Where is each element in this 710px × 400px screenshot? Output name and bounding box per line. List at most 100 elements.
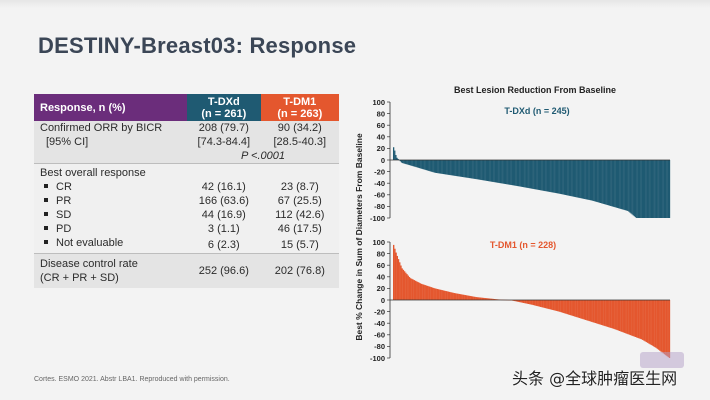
bar xyxy=(597,300,599,324)
bar xyxy=(554,160,556,193)
bar xyxy=(591,300,593,322)
bar xyxy=(529,160,532,189)
bar xyxy=(658,160,660,218)
bar xyxy=(571,300,573,316)
bar xyxy=(539,160,542,191)
bar xyxy=(570,300,572,316)
bar xyxy=(437,289,440,300)
bar xyxy=(435,288,437,300)
bar xyxy=(553,300,555,311)
bar xyxy=(481,297,484,300)
bar xyxy=(573,160,576,197)
bar xyxy=(634,300,637,338)
bar xyxy=(622,300,624,333)
table-row: PR 166 (63.6) 67 (25.5) xyxy=(34,194,339,208)
table-row: Disease control rate 252 (96.6) 202 (76.… xyxy=(34,253,339,288)
bar xyxy=(570,160,572,197)
bar xyxy=(632,300,634,337)
bar xyxy=(637,160,639,218)
bar xyxy=(402,160,404,164)
bar xyxy=(659,300,661,351)
bar xyxy=(594,300,597,324)
y-tick-label: -20 xyxy=(374,167,385,176)
bar xyxy=(624,160,627,211)
bar xyxy=(422,160,424,170)
bullet-icon xyxy=(44,240,48,245)
bar xyxy=(513,160,516,186)
bar xyxy=(621,300,623,332)
bar xyxy=(416,281,418,300)
bar xyxy=(651,300,654,346)
bar xyxy=(430,160,432,172)
y-tick-label: -40 xyxy=(374,319,385,328)
bar xyxy=(423,160,425,170)
bar xyxy=(612,160,614,207)
bar xyxy=(457,160,459,177)
bar xyxy=(507,160,509,185)
bar xyxy=(616,160,619,208)
bar xyxy=(550,300,553,310)
bar xyxy=(426,160,429,171)
bar xyxy=(592,300,594,323)
bar xyxy=(664,160,666,218)
y-tick-label: 0 xyxy=(381,156,385,165)
bar xyxy=(662,160,664,218)
bar xyxy=(655,300,657,348)
bar xyxy=(476,160,478,180)
table-header-row: Response, n (%) T-DXd (n = 261) T-DM1 (n… xyxy=(34,94,339,121)
bar xyxy=(665,160,667,218)
bar xyxy=(439,289,441,300)
table-row: Best overall response xyxy=(34,163,339,180)
bar xyxy=(394,150,396,160)
bar xyxy=(410,278,412,300)
bar xyxy=(481,160,483,181)
bar xyxy=(416,160,419,168)
y-tick-label: 80 xyxy=(377,249,385,258)
bar xyxy=(565,300,567,314)
bar xyxy=(395,252,397,300)
bar xyxy=(608,160,611,206)
bar xyxy=(424,160,426,170)
bar xyxy=(480,160,482,180)
bor-sd-label: SD xyxy=(34,208,188,222)
bor-cr-tdxd: 42 (16.1) xyxy=(187,180,261,194)
y-tick-label: -60 xyxy=(374,331,385,340)
bar xyxy=(508,160,510,185)
bar xyxy=(665,300,667,356)
bar xyxy=(552,300,554,311)
bar xyxy=(484,160,486,181)
bor-sd-tdxd: 44 (16.9) xyxy=(187,208,261,222)
bar xyxy=(525,160,527,188)
bar xyxy=(627,300,629,335)
bar xyxy=(402,269,405,300)
bar xyxy=(595,160,597,202)
p-value: P <.0001 xyxy=(187,149,339,164)
bar xyxy=(615,160,618,208)
bar xyxy=(488,298,491,300)
panel-0: 100 80 60 40 20 0 -20 -40 -60 -80 -100 T-DXd (n = 2… xyxy=(370,98,671,223)
table-row: Confirmed ORR by BICR 208 (79.7) 90 (34.… xyxy=(34,121,339,135)
bullet-icon xyxy=(44,226,48,231)
bar xyxy=(587,300,589,321)
bar xyxy=(646,160,648,218)
bar xyxy=(576,300,578,318)
bar xyxy=(400,265,402,300)
bar xyxy=(567,300,570,315)
bar xyxy=(407,275,409,300)
bar xyxy=(579,160,581,199)
bar xyxy=(612,300,615,329)
bar xyxy=(659,160,662,218)
dcr-tdm1: 202 (76.8) xyxy=(260,253,339,288)
bor-cr-label: CR xyxy=(34,180,188,194)
bar xyxy=(526,160,528,188)
bar xyxy=(625,300,627,334)
bar xyxy=(433,287,435,300)
bar xyxy=(614,300,616,330)
bar xyxy=(623,300,626,333)
bar xyxy=(645,300,648,343)
orr-ci-tdm1: [28.5-40.3] xyxy=(260,135,339,149)
bar xyxy=(605,300,607,327)
bar xyxy=(487,298,490,300)
bar xyxy=(560,300,563,313)
